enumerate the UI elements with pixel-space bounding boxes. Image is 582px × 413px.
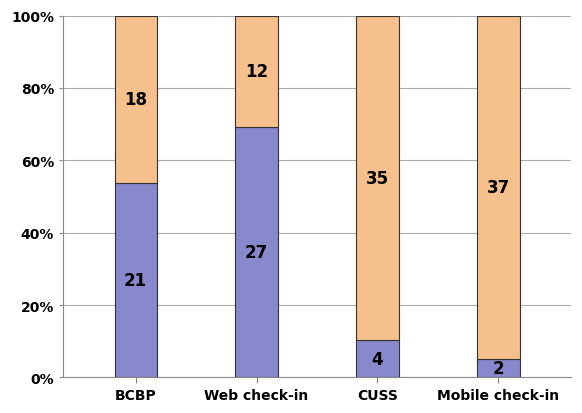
Bar bbox=[477, 359, 520, 377]
Text: 4: 4 bbox=[372, 350, 384, 368]
Bar bbox=[356, 17, 399, 341]
Text: 35: 35 bbox=[366, 170, 389, 188]
Bar bbox=[115, 183, 157, 377]
Text: 2: 2 bbox=[492, 359, 504, 377]
Bar bbox=[115, 17, 157, 183]
Bar bbox=[235, 128, 278, 377]
Text: 18: 18 bbox=[124, 91, 147, 109]
Text: 12: 12 bbox=[245, 63, 268, 81]
Text: 21: 21 bbox=[124, 271, 147, 290]
Text: 27: 27 bbox=[245, 244, 268, 261]
Bar bbox=[356, 341, 399, 377]
Text: 37: 37 bbox=[487, 179, 510, 197]
Bar bbox=[477, 17, 520, 359]
Bar bbox=[235, 17, 278, 128]
